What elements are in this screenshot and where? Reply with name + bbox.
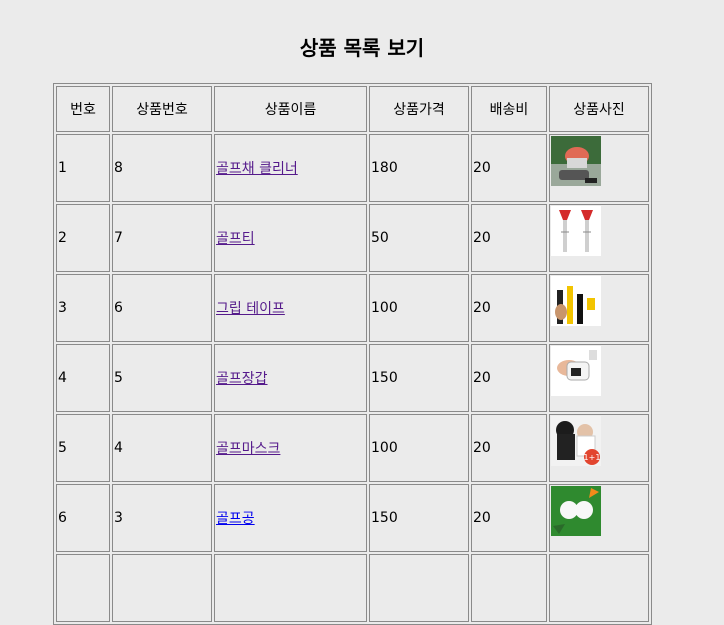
cell-price: 180 <box>369 134 469 202</box>
grip-tape-photo <box>551 276 601 326</box>
cell-product-name <box>214 554 367 622</box>
header-number: 번호 <box>56 86 110 132</box>
cell-shipping: 20 <box>471 204 547 272</box>
cell-number: 5 <box>56 414 110 482</box>
cell-product-number: 5 <box>112 344 212 412</box>
cell-shipping <box>471 554 547 622</box>
product-link[interactable]: 골프장갑 <box>216 371 268 387</box>
cell-number <box>56 554 110 622</box>
cell-price: 150 <box>369 484 469 552</box>
header-product-price: 상품가격 <box>369 86 469 132</box>
cell-number: 1 <box>56 134 110 202</box>
table-header-row: 번호 상품번호 상품이름 상품가격 배송비 상품사진 <box>56 86 649 132</box>
cell-product-name: 골프마스크 <box>214 414 367 482</box>
page-title: 상품 목록 보기 <box>299 36 425 60</box>
cell-number: 6 <box>56 484 110 552</box>
product-link[interactable]: 골프공 <box>216 511 255 527</box>
cell-product-name: 골프채 클리너 <box>214 134 367 202</box>
cell-product-name: 골프티 <box>214 204 367 272</box>
table-row: 1 8 골프채 클리너 180 20 <box>56 134 649 202</box>
product-link[interactable]: 골프마스크 <box>216 441 281 457</box>
table-row: 5 4 골프마스크 100 20 1+1 <box>56 414 649 482</box>
cell-photo <box>549 134 649 202</box>
product-link[interactable]: 골프티 <box>216 231 255 247</box>
cell-number: 4 <box>56 344 110 412</box>
table-row <box>56 554 649 622</box>
cell-product-number: 4 <box>112 414 212 482</box>
cell-product-name: 골프공 <box>214 484 367 552</box>
cell-product-name: 골프장갑 <box>214 344 367 412</box>
cell-price: 150 <box>369 344 469 412</box>
cell-product-number: 7 <box>112 204 212 272</box>
cell-product-number: 6 <box>112 274 212 342</box>
cell-product-number <box>112 554 212 622</box>
golf-tee-photo <box>551 206 601 256</box>
cell-photo <box>549 204 649 272</box>
golf-glove-photo <box>551 346 601 396</box>
header-shipping: 배송비 <box>471 86 547 132</box>
table-row: 2 7 골프티 50 20 <box>56 204 649 272</box>
cell-shipping: 20 <box>471 274 547 342</box>
product-link[interactable]: 그립 테이프 <box>216 301 285 317</box>
header-product-number: 상품번호 <box>112 86 212 132</box>
cell-shipping: 20 <box>471 134 547 202</box>
cell-photo <box>549 344 649 412</box>
cell-shipping: 20 <box>471 344 547 412</box>
cell-photo <box>549 274 649 342</box>
cell-price: 100 <box>369 274 469 342</box>
golf-club-cleaner-photo <box>551 136 601 186</box>
table-row: 4 5 골프장갑 150 20 <box>56 344 649 412</box>
cell-photo <box>549 484 649 552</box>
product-link[interactable]: 골프채 클리너 <box>216 161 298 177</box>
cell-shipping: 20 <box>471 484 547 552</box>
product-table: 번호 상품번호 상품이름 상품가격 배송비 상품사진 1 8 골프채 클리너 1… <box>53 83 652 625</box>
golf-ball-photo <box>551 486 601 536</box>
cell-price: 50 <box>369 204 469 272</box>
table-row: 3 6 그립 테이프 100 20 <box>56 274 649 342</box>
cell-product-number: 8 <box>112 134 212 202</box>
golf-mask-photo: 1+1 <box>551 416 601 466</box>
cell-photo: 1+1 <box>549 414 649 482</box>
cell-number: 2 <box>56 204 110 272</box>
promo-badge: 1+1 <box>584 453 601 462</box>
cell-price <box>369 554 469 622</box>
header-product-photo: 상품사진 <box>549 86 649 132</box>
cell-shipping: 20 <box>471 414 547 482</box>
table-row: 6 3 골프공 150 20 <box>56 484 649 552</box>
cell-product-number: 3 <box>112 484 212 552</box>
cell-photo <box>549 554 649 622</box>
cell-number: 3 <box>56 274 110 342</box>
cell-price: 100 <box>369 414 469 482</box>
cell-product-name: 그립 테이프 <box>214 274 367 342</box>
header-product-name: 상품이름 <box>214 86 367 132</box>
